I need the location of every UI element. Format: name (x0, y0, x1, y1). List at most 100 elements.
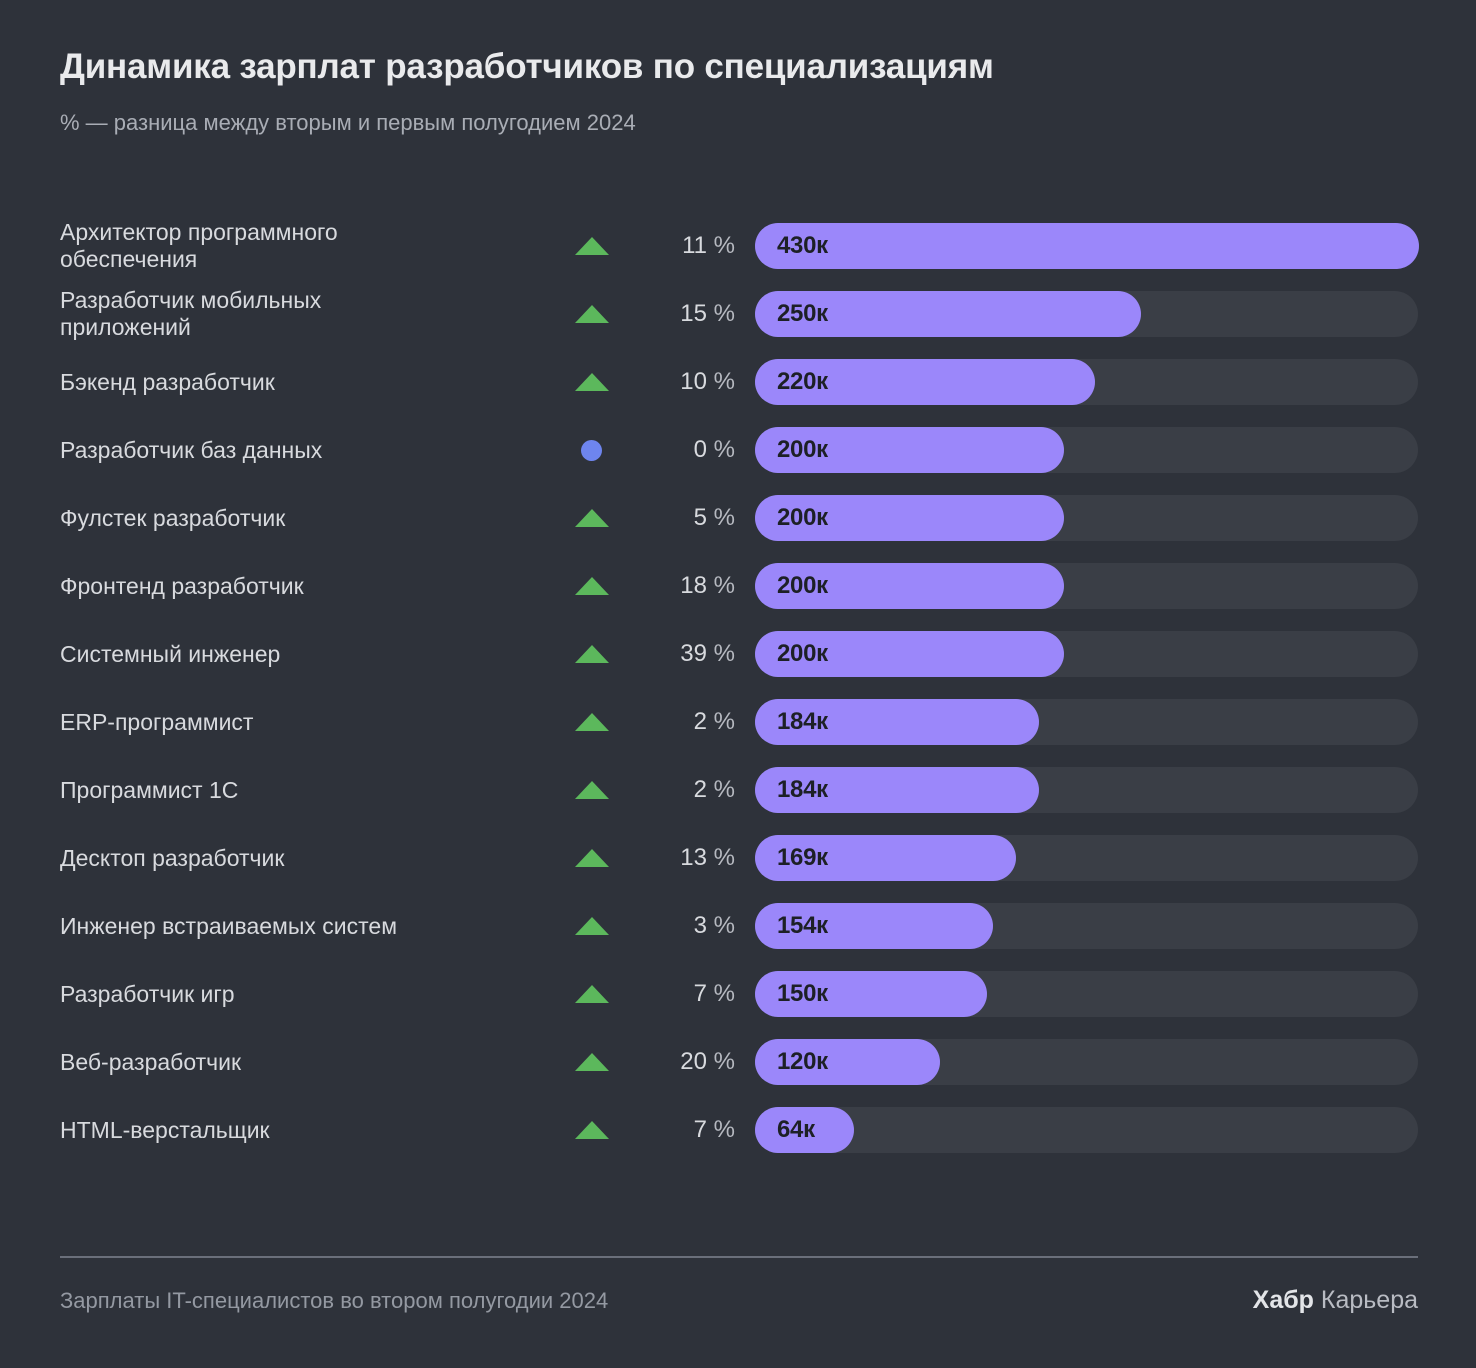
table-row: ERP-программист 2 % 184к (60, 688, 1418, 756)
row-category-label: Разработчик мобильных приложений (60, 287, 322, 340)
delta-flat-indicator (575, 439, 631, 461)
percent-sign: % (713, 844, 735, 871)
percent-sign: % (713, 504, 735, 531)
row-delta: 3 % (575, 912, 735, 940)
row-bar: 200к (755, 495, 1418, 541)
footer-source-label: Зарплаты IT-специалистов во втором полуг… (60, 1288, 609, 1313)
bar-value-label: 184к (777, 776, 828, 803)
table-row: Программист 1С 2 % 184к (60, 756, 1418, 824)
chart-footer: Зарплаты IT-специалистов во втором полуг… (60, 1286, 1418, 1315)
delta-up-indicator (575, 305, 631, 323)
row-delta-value: 5 % (631, 504, 735, 532)
delta-up-indicator (575, 1121, 631, 1139)
footer-divider (60, 1256, 1418, 1258)
bar-fill: 220к (755, 359, 1095, 405)
row-category-label: Фулстек разработчик (60, 504, 286, 531)
triangle-up-icon (575, 373, 609, 391)
row-delta-number: 2 (693, 776, 707, 803)
table-row: Фронтенд разработчик 18 % 200к (60, 552, 1418, 620)
bar-fill: 430к (755, 223, 1419, 269)
triangle-up-icon (575, 713, 609, 731)
row-delta: 7 % (575, 1116, 735, 1144)
row-delta: 5 % (575, 504, 735, 532)
row-delta: 11 % (575, 232, 735, 260)
bar-fill: 200к (755, 495, 1064, 541)
bar-fill: 250к (755, 291, 1141, 337)
row-bar: 184к (755, 699, 1418, 745)
row-delta: 2 % (575, 708, 735, 736)
delta-up-indicator (575, 713, 631, 731)
triangle-up-icon (575, 781, 609, 799)
percent-sign: % (713, 980, 735, 1007)
row-delta-value: 20 % (631, 1048, 735, 1076)
triangle-up-icon (575, 849, 609, 867)
row-bar: 150к (755, 971, 1418, 1017)
triangle-up-icon (575, 305, 609, 323)
table-row: Системный инженер 39 % 200к (60, 620, 1418, 688)
page-title: Динамика зарплат разработчиков по специа… (60, 47, 994, 86)
delta-up-indicator (575, 577, 631, 595)
bar-value-label: 430к (777, 232, 828, 259)
chart-subtitle: % — разница между вторым и первым полуго… (60, 110, 636, 135)
delta-up-indicator (575, 373, 631, 391)
row-delta-value: 13 % (631, 844, 735, 872)
row-delta: 10 % (575, 368, 735, 396)
row-delta-value: 2 % (631, 708, 735, 736)
bar-value-label: 184к (777, 708, 828, 735)
delta-up-indicator (575, 237, 631, 255)
row-category-label: Веб-разработчик (60, 1048, 242, 1075)
row-bar: 184к (755, 767, 1418, 813)
delta-up-indicator (575, 781, 631, 799)
bar-fill: 200к (755, 563, 1064, 609)
percent-sign: % (713, 572, 735, 599)
triangle-up-icon (575, 509, 609, 527)
row-delta: 20 % (575, 1048, 735, 1076)
percent-sign: % (713, 300, 735, 327)
delta-up-indicator (575, 509, 631, 527)
row-delta-value: 7 % (631, 980, 735, 1008)
row-delta-value: 18 % (631, 572, 735, 600)
delta-up-indicator (575, 985, 631, 1003)
row-delta-number: 7 (693, 1116, 707, 1143)
row-bar: 430к (755, 223, 1419, 269)
bar-fill: 150к (755, 971, 987, 1017)
table-row: Разработчик мобильных приложений 15 % 250к (60, 280, 1418, 348)
row-delta-value: 2 % (631, 776, 735, 804)
bar-value-label: 200к (777, 572, 828, 599)
table-row: HTML-верстальщик 7 % 64к (60, 1096, 1418, 1164)
row-delta-value: 15 % (631, 300, 735, 328)
row-category-label: Программист 1С (60, 776, 239, 803)
row-bar: 200к (755, 631, 1418, 677)
row-delta: 15 % (575, 300, 735, 328)
percent-sign: % (713, 912, 735, 939)
bar-fill: 64к (755, 1107, 854, 1153)
bar-track (755, 1107, 1418, 1153)
triangle-up-icon (575, 985, 609, 1003)
triangle-up-icon (575, 237, 609, 255)
table-row: Разработчик игр 7 % 150к (60, 960, 1418, 1028)
bar-fill: 184к (755, 767, 1039, 813)
row-category-label: Фронтенд разработчик (60, 572, 304, 599)
brand-name-rest: Карьера (1320, 1286, 1418, 1314)
bar-value-label: 200к (777, 640, 828, 667)
bar-fill: 154к (755, 903, 993, 949)
row-bar: 169к (755, 835, 1418, 881)
percent-sign: % (713, 1048, 735, 1075)
row-delta: 2 % (575, 776, 735, 804)
row-delta-number: 18 (680, 572, 707, 599)
table-row: Фулстек разработчик 5 % 200к (60, 484, 1418, 552)
row-delta-number: 3 (693, 912, 707, 939)
row-category-label: Разработчик баз данных (60, 436, 323, 463)
bar-fill: 200к (755, 631, 1064, 677)
percent-sign: % (713, 776, 735, 803)
row-delta-number: 5 (693, 504, 707, 531)
triangle-up-icon (575, 1053, 609, 1071)
row-bar: 154к (755, 903, 1418, 949)
bar-value-label: 150к (777, 980, 828, 1007)
triangle-up-icon (575, 645, 609, 663)
row-category-label: Инженер встраиваемых систем (60, 912, 398, 939)
row-delta-value: 3 % (631, 912, 735, 940)
table-row: Инженер встраиваемых систем 3 % 154к (60, 892, 1418, 960)
chart-rows: Архитектор программного обеспечения 11 % 4… (60, 212, 1419, 1164)
delta-up-indicator (575, 1053, 631, 1071)
